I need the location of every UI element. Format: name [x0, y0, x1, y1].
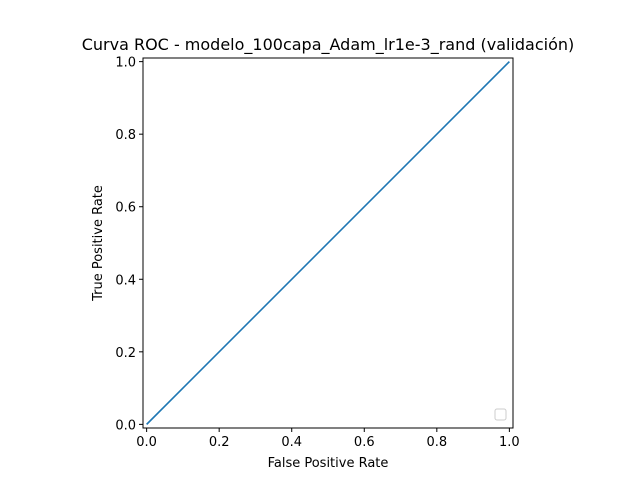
x-tick-label: 0.6	[354, 435, 375, 450]
y-tick-label: 0.2	[115, 346, 136, 361]
x-tick-label: 0.2	[209, 435, 230, 450]
axis-ticks: 0.0 0.2 0.4 0.6 0.8 1.0 0.0 0.2 0.4 0.6 0.8 1.0	[115, 56, 519, 450]
y-tick-label: 0.4	[115, 273, 136, 288]
chart-title: Curva ROC - modelo_100capa_Adam_lr1e-3_r…	[82, 35, 575, 55]
y-tick-label: 1.0	[115, 56, 136, 71]
x-tick-label: 0.8	[426, 435, 447, 450]
roc-curve-line	[146, 61, 510, 425]
y-tick-label: 0.6	[115, 201, 136, 216]
x-tick-label: 0.0	[136, 435, 157, 450]
plot-area	[142, 57, 514, 429]
y-axis-label: True Positive Rate	[91, 185, 106, 302]
plot-frame	[142, 57, 514, 429]
x-tick-label: 1.0	[499, 435, 520, 450]
legend-box	[494, 408, 507, 421]
y-tick-label: 0.8	[115, 128, 136, 143]
x-axis-label: False Positive Rate	[268, 456, 389, 471]
x-tick-label: 0.4	[281, 435, 302, 450]
y-tick-label: 0.0	[115, 418, 136, 433]
series-layer	[146, 61, 510, 425]
